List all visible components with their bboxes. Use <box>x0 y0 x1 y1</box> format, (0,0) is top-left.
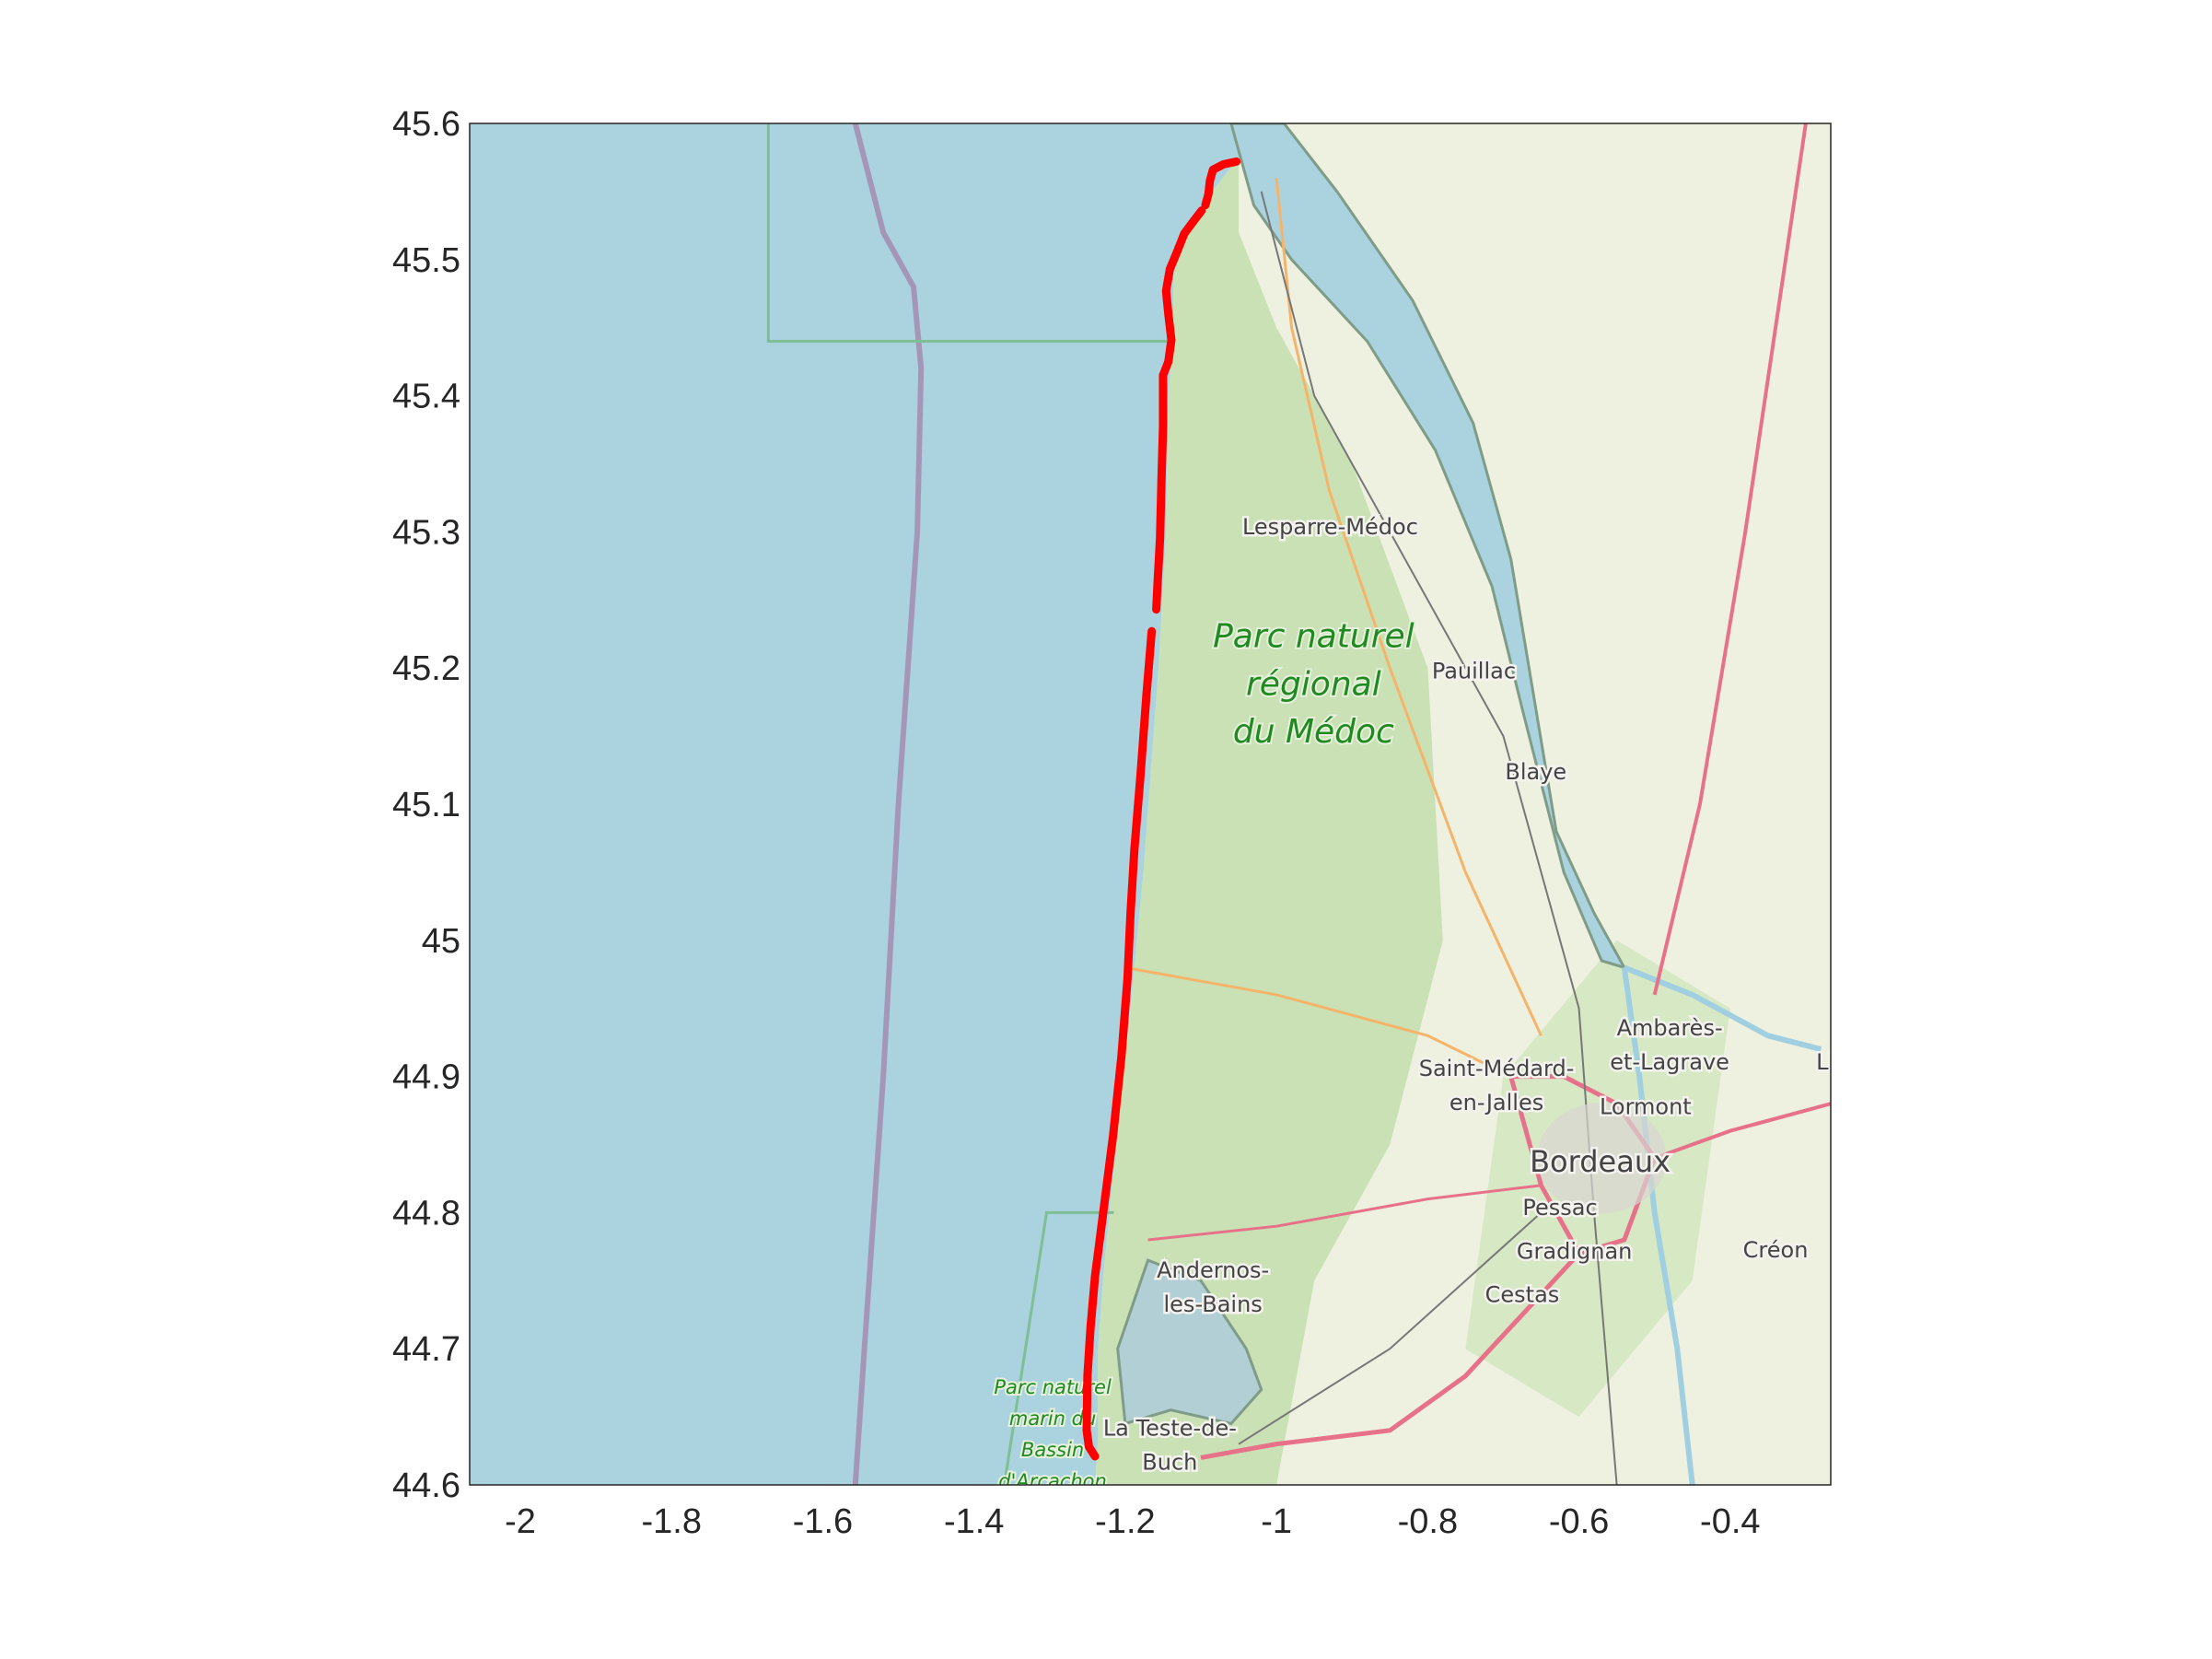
y-tick-label: 45.6 <box>392 105 460 144</box>
x-axis: -2 -1.8 -1.6 -1.4 -1.2 -1 -0.8 -0.6 -0.4 <box>505 1502 1760 1541</box>
map-label-bordeaux: Bordeaux <box>1530 1144 1671 1179</box>
motorway <box>1652 123 1808 996</box>
y-tick-label: 45.3 <box>392 513 460 552</box>
map-label-lormont: Lormont <box>1600 1094 1692 1120</box>
map-label-andernos: Andernos- <box>1157 1257 1269 1283</box>
urban-area <box>1537 1103 1667 1214</box>
basemap-tiles <box>766 123 1831 1485</box>
track-line <box>1082 157 1241 1461</box>
y-tick-label: 44.8 <box>392 1194 460 1233</box>
road <box>1275 177 1543 1036</box>
garonne-river <box>1621 966 1695 1485</box>
gironde-estuary <box>1229 123 1627 970</box>
map-label-lesparre: Lesparre-Médoc <box>1242 514 1418 540</box>
map-label-lil: Lil <box>1816 1049 1841 1075</box>
map-label-saint-medard: Saint-Médard- <box>1419 1056 1575 1081</box>
y-tick-label: 45.5 <box>392 241 460 280</box>
map-label-saint-medard: en-Jalles <box>1449 1090 1543 1116</box>
x-tick-label: -1.4 <box>944 1502 1004 1541</box>
map-label-andernos: les-Bains <box>1164 1291 1263 1317</box>
track-segment <box>1082 626 1157 1461</box>
map-label-ambares: et-Lagrave <box>1610 1049 1729 1075</box>
maritime-boundary <box>852 123 925 1485</box>
map-label-gradignan: Gradignan <box>1517 1238 1632 1264</box>
x-tick-label: -1.8 <box>641 1502 701 1541</box>
motorway <box>1200 1252 1581 1460</box>
map-label-park-arcachon: d'Arcachon <box>998 1470 1107 1492</box>
map-label-blaye: Blaye <box>1505 759 1566 785</box>
y-tick-label: 44.9 <box>392 1058 460 1097</box>
map-label-cestas: Cestas <box>1485 1282 1560 1308</box>
road <box>1124 965 1512 1078</box>
x-tick-label: -2 <box>505 1502 536 1541</box>
railway <box>1238 1211 1543 1445</box>
map-label-la-teste: La Teste-de- <box>1103 1415 1237 1441</box>
x-tick-label: -0.4 <box>1700 1502 1760 1541</box>
map-axes[interactable]: Lesparre-Médoc Parc naturel régional du Méd… <box>470 123 1841 1492</box>
x-tick-label: -0.8 <box>1398 1502 1458 1541</box>
x-tick-label: -1.6 <box>793 1502 853 1541</box>
arcachon-basin <box>1116 1258 1263 1426</box>
map-labels: Lesparre-Médoc Parc naturel régional du Méd… <box>992 511 1841 1492</box>
axes-box <box>469 123 1832 1486</box>
map-label-park-medoc: régional <box>1246 665 1381 703</box>
map-label-pessac: Pessac <box>1522 1195 1597 1221</box>
map-label-ambares: Ambarès- <box>1617 1015 1723 1041</box>
y-tick-label: 45.1 <box>392 786 460 824</box>
y-axis: 44.6 44.7 44.8 44.9 45 45.1 45.2 45.3 45.4 45.5 45… <box>392 105 460 1505</box>
y-tick-label: 44.6 <box>392 1466 460 1505</box>
track-segment <box>1152 206 1206 614</box>
park-boundary <box>1003 1210 1114 1485</box>
map-label-park-arcachon: Bassin <box>1021 1439 1084 1461</box>
y-tick-label: 44.7 <box>392 1330 460 1369</box>
x-tick-label: -1 <box>1261 1502 1292 1541</box>
map-label-park-medoc: du Médoc <box>1233 713 1394 751</box>
y-tick-label: 45.4 <box>392 378 460 416</box>
track-segment <box>1201 157 1241 210</box>
map-label-creon: Créon <box>1743 1237 1809 1263</box>
y-tick-label: 45 <box>422 922 460 961</box>
x-tick-label: -0.6 <box>1549 1502 1609 1541</box>
motorway <box>1654 1102 1831 1161</box>
map-label-la-teste: Buch <box>1142 1449 1197 1475</box>
forest-area <box>1095 157 1443 1485</box>
park-boundary <box>766 123 1168 343</box>
map-label-pauillac: Pauillac <box>1432 659 1516 684</box>
map-label-park-medoc: Parc naturel <box>1213 618 1415 656</box>
road <box>1147 1184 1542 1242</box>
y-tick-label: 45.2 <box>392 649 460 688</box>
map-label-park-arcachon: Parc naturel <box>994 1376 1112 1398</box>
x-tick-label: -1.2 <box>1095 1502 1155 1541</box>
